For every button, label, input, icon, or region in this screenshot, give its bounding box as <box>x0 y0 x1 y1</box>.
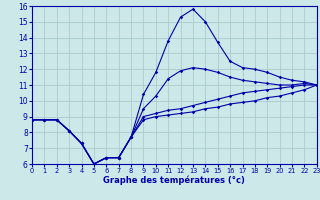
X-axis label: Graphe des températures (°c): Graphe des températures (°c) <box>103 176 245 185</box>
